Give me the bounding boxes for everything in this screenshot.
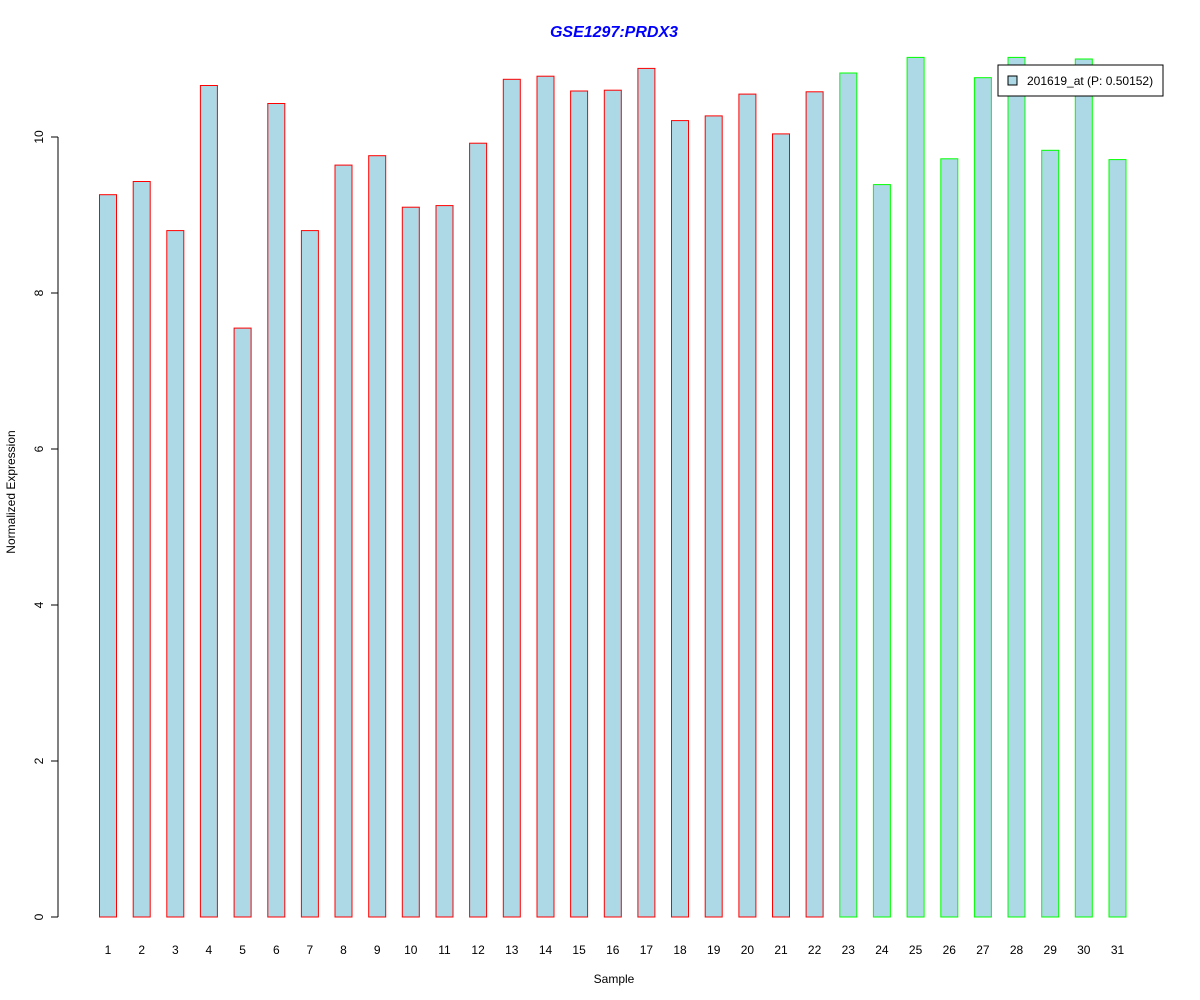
x-tick-label: 29 <box>1044 943 1058 957</box>
bar-sample-8 <box>334 164 353 918</box>
bar-sample-28 <box>1007 56 1026 918</box>
bar-sample-21 <box>772 133 790 918</box>
x-tick-label: 10 <box>404 943 418 957</box>
y-tick-label: 0 <box>32 913 46 920</box>
bar-sample-13 <box>502 78 521 918</box>
bar-sample-19 <box>704 115 723 918</box>
x-tick-label: 7 <box>307 943 314 957</box>
x-tick-label: 17 <box>640 943 654 957</box>
bar-sample-1 <box>99 194 117 918</box>
x-tick-label: 19 <box>707 943 721 957</box>
y-axis-label: Normalized Expression <box>4 430 18 553</box>
x-tick-label: 16 <box>606 943 620 957</box>
bar-sample-6 <box>267 103 286 918</box>
bar-sample-10 <box>401 206 420 918</box>
bar-sample-24 <box>872 184 891 918</box>
x-tick-label: 21 <box>774 943 788 957</box>
bar-sample-27 <box>973 77 992 918</box>
x-tick-label: 24 <box>875 943 889 957</box>
x-tick-label: 31 <box>1111 943 1125 957</box>
y-tick-label: 6 <box>32 445 46 452</box>
bar-sample-4 <box>199 85 218 918</box>
bar-sample-22 <box>805 91 824 918</box>
x-tick-label: 12 <box>471 943 485 957</box>
x-tick-label: 27 <box>976 943 990 957</box>
x-tick-label: 5 <box>239 943 246 957</box>
bar-sample-29 <box>1041 149 1060 918</box>
x-tick-label: 15 <box>572 943 586 957</box>
bar-sample-9 <box>368 155 387 918</box>
x-tick-label: 4 <box>206 943 213 957</box>
x-tick-label: 25 <box>909 943 923 957</box>
bar-sample-17 <box>637 67 656 918</box>
bar-sample-3 <box>166 230 185 918</box>
bar-sample-12 <box>469 142 488 918</box>
x-tick-label: 9 <box>374 943 381 957</box>
legend-label: 201619_at (P: 0.50152) <box>1027 74 1153 88</box>
bar-sample-30 <box>1074 58 1093 918</box>
bar-sample-25 <box>906 56 925 918</box>
bar-sample-16 <box>603 89 622 918</box>
bar-sample-26 <box>940 158 959 918</box>
x-tick-label: 1 <box>105 943 112 957</box>
bar-sample-14 <box>536 75 555 918</box>
y-tick-label: 10 <box>32 130 46 144</box>
bar-sample-5 <box>233 327 252 918</box>
x-tick-label: 22 <box>808 943 822 957</box>
x-tick-label: 14 <box>539 943 553 957</box>
x-tick-label: 26 <box>943 943 957 957</box>
x-tick-label: 6 <box>273 943 280 957</box>
bars <box>99 56 1127 918</box>
bar-sample-2 <box>132 181 151 918</box>
x-tick-label: 2 <box>138 943 145 957</box>
bar-sample-23 <box>839 72 858 918</box>
x-tick-label: 11 <box>438 943 451 957</box>
bar-sample-31 <box>1108 159 1127 918</box>
bar-sample-11 <box>435 205 454 918</box>
bar-sample-15 <box>570 90 589 918</box>
x-axis-label: Sample <box>594 972 635 986</box>
y-tick-label: 4 <box>32 601 46 608</box>
x-tick-label: 28 <box>1010 943 1024 957</box>
x-tick-label: 18 <box>673 943 687 957</box>
bar-sample-18 <box>671 120 689 918</box>
x-tick-label: 20 <box>741 943 755 957</box>
legend: 201619_at (P: 0.50152) <box>997 64 1164 97</box>
x-tick-label: 30 <box>1077 943 1091 957</box>
y-tick-label: 2 <box>32 757 46 764</box>
legend-box <box>997 64 1164 97</box>
bar-sample-7 <box>300 230 319 918</box>
y-axis: 0 2 4 6 8 10 <box>32 130 59 920</box>
x-tick-label: 3 <box>172 943 179 957</box>
bar-sample-20 <box>738 93 757 918</box>
chart-title: GSE1297:PRDX3 <box>550 24 678 41</box>
y-tick-label: 8 <box>32 289 46 296</box>
x-tick-label: 8 <box>340 943 347 957</box>
legend-swatch <box>1007 75 1018 86</box>
x-tick-labels: 1 2 3 4 5 6 7 8 9 10 11 12 13 14 15 16 17 18 19 20 21 22 23 24 2… <box>105 943 1125 957</box>
x-tick-label: 23 <box>842 943 856 957</box>
x-tick-label: 13 <box>505 943 519 957</box>
